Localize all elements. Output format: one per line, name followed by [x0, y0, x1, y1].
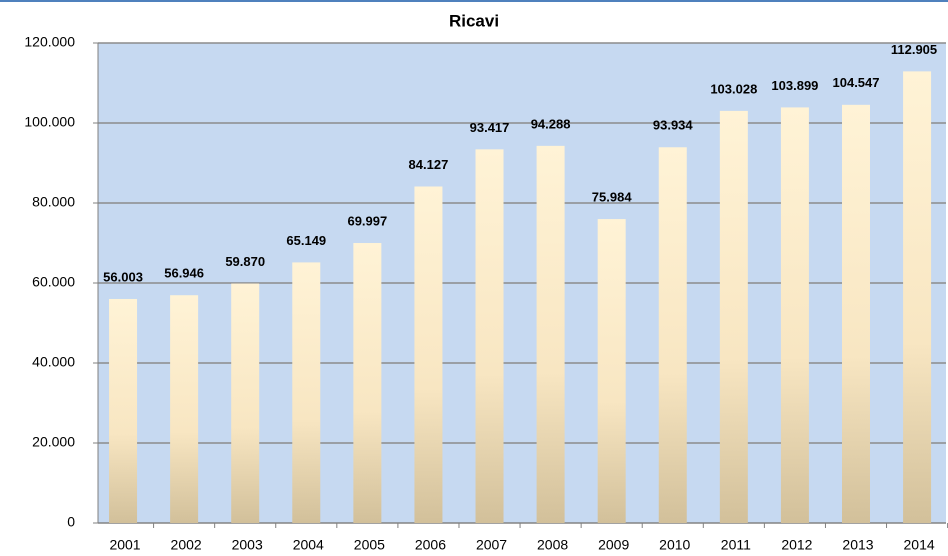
bar — [414, 186, 443, 523]
x-tick-label: 2003 — [232, 537, 263, 553]
data-label: 93.934 — [653, 118, 694, 133]
bar — [170, 295, 199, 523]
data-label: 94.288 — [531, 116, 571, 131]
data-label: 69.997 — [347, 213, 387, 228]
x-tick-label: 2008 — [537, 537, 568, 553]
x-tick-label: 2012 — [781, 537, 812, 553]
y-tick-label: 20.000 — [32, 434, 75, 450]
bar — [292, 262, 321, 523]
x-tick-label: 2006 — [415, 537, 446, 553]
x-tick-label: 2005 — [354, 537, 385, 553]
bar — [658, 147, 687, 524]
x-tick-label: 2013 — [842, 537, 873, 553]
bar — [109, 298, 138, 523]
y-tick-label: 100.000 — [24, 114, 75, 130]
bar — [353, 243, 382, 523]
x-tick-label: 2004 — [293, 537, 324, 553]
data-label: 65.149 — [286, 233, 326, 248]
x-tick-label: 2011 — [721, 537, 751, 553]
x-tick-label: 2014 — [904, 537, 935, 553]
bar — [842, 104, 870, 523]
data-label: 75.984 — [592, 190, 633, 205]
bar — [719, 110, 748, 523]
data-label: 59.870 — [225, 254, 265, 269]
data-label: 56.003 — [103, 269, 143, 284]
x-tick-label: 2009 — [598, 537, 629, 553]
data-label: 93.417 — [470, 120, 510, 135]
bar — [780, 107, 809, 524]
x-tick-label: 2010 — [659, 537, 690, 553]
bar — [536, 145, 565, 523]
chart-title: Ricavi — [449, 11, 499, 30]
y-tick-label: 40.000 — [32, 354, 75, 370]
data-label: 103.028 — [710, 81, 757, 96]
y-tick-label: 80.000 — [32, 194, 75, 210]
x-tick-label: 2002 — [171, 537, 202, 553]
y-tick-label: 0 — [67, 514, 75, 530]
x-tick-label: 2001 — [109, 537, 140, 553]
y-tick-label: 60.000 — [32, 274, 75, 290]
data-label: 84.127 — [409, 157, 449, 172]
y-tick-label: 120.000 — [24, 34, 75, 50]
data-label: 56.946 — [164, 266, 204, 281]
data-label: 103.899 — [771, 78, 818, 93]
x-tick-label: 2007 — [476, 537, 507, 553]
bar — [903, 71, 932, 523]
bar — [231, 283, 260, 523]
bar — [597, 219, 626, 523]
data-label: 104.547 — [833, 75, 880, 90]
top-border — [0, 0, 948, 2]
bar — [475, 149, 504, 523]
data-label: 112.905 — [891, 42, 937, 57]
